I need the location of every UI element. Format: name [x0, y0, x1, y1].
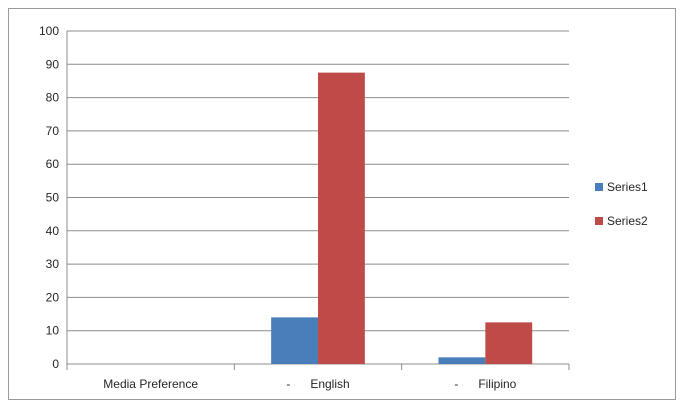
y-tick-label: 100	[39, 24, 59, 38]
y-tick-label: 30	[46, 257, 60, 271]
bar-series2-2	[485, 322, 533, 364]
chart-frame: 0 10 20 30 40 50 60 70 80 90 100 Media Preference -…	[8, 8, 676, 400]
legend: Series1 Series2	[595, 180, 648, 228]
y-tick-label: 20	[46, 290, 60, 304]
y-tick-labels: 0 10 20 30 40 50 60 70 80 90 100	[39, 24, 59, 371]
y-tick-label: 0	[52, 357, 59, 371]
bar-series2-1	[318, 72, 365, 364]
legend-label: Series1	[607, 180, 648, 194]
y-tick-label: 60	[46, 157, 60, 171]
y-tick-label: 40	[46, 224, 60, 238]
x-category-label: - English	[286, 377, 349, 391]
y-tick-label: 80	[46, 91, 60, 105]
bar-series1-2	[438, 357, 486, 364]
bar-chart: 0 10 20 30 40 50 60 70 80 90 100 Media Preference -…	[39, 24, 648, 391]
y-tick-label: 50	[46, 191, 60, 205]
bars	[271, 72, 533, 364]
x-category-label: Media Preference	[103, 377, 198, 391]
legend-label: Series2	[607, 214, 648, 228]
legend-swatch	[595, 217, 603, 225]
legend-swatch	[595, 183, 603, 191]
x-category-labels: Media Preference - English - Filipino	[103, 377, 516, 391]
y-tick-label: 10	[46, 324, 60, 338]
x-category-label: - Filipino	[454, 377, 516, 391]
y-tick-label: 90	[46, 57, 60, 71]
y-tick-label: 70	[46, 124, 60, 138]
bar-series1-1	[271, 317, 318, 364]
